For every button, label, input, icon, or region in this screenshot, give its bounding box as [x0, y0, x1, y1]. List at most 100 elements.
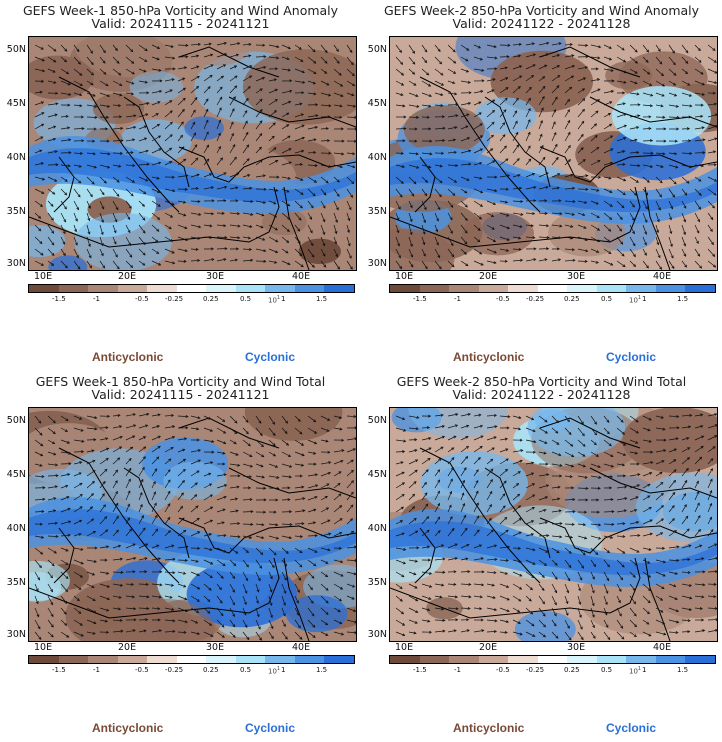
wind-vector-head — [133, 114, 137, 118]
wind-vector — [590, 571, 595, 580]
wind-vector-head — [592, 576, 595, 580]
wind-vector-head — [467, 412, 471, 416]
wind-vector-head — [403, 115, 407, 119]
wind-vector-head — [234, 420, 238, 424]
wind-vector — [242, 511, 253, 513]
wind-vector — [707, 413, 717, 417]
wind-vector — [486, 99, 495, 106]
wind-vector — [47, 260, 54, 266]
wind-vector — [255, 595, 259, 604]
wind-vector-head — [437, 502, 440, 506]
wind-vector — [86, 559, 97, 563]
wind-vector-head — [287, 486, 291, 490]
wind-vector — [34, 427, 43, 436]
wind-vector — [112, 200, 119, 210]
wind-vector-head — [502, 493, 506, 497]
wind-vector-head — [119, 83, 123, 86]
wind-vector-head — [533, 440, 537, 444]
wind-vector-head — [556, 54, 561, 57]
wind-vector — [525, 507, 535, 513]
wind-vector-head — [235, 53, 240, 57]
wind-vector-head — [428, 630, 433, 634]
wind-vector — [603, 135, 613, 142]
wind-vector — [47, 463, 58, 466]
wind-vector — [177, 619, 188, 623]
wind-vector — [151, 224, 160, 232]
wind-vector — [60, 427, 68, 432]
wind-vector-head — [518, 247, 522, 251]
wind-vector — [73, 506, 83, 513]
wind-vector-head — [451, 264, 455, 268]
wind-vector — [86, 427, 97, 430]
wind-vector-head — [245, 131, 249, 135]
wind-vector — [460, 113, 470, 118]
wind-vector — [307, 56, 317, 64]
wind-vector — [473, 200, 483, 207]
wind-vector-head — [689, 152, 693, 156]
wind-vector — [655, 493, 664, 501]
wind-vector-head — [247, 174, 251, 177]
wind-vector-head — [115, 469, 119, 473]
wind-vector — [655, 583, 665, 589]
wind-vector-head — [196, 65, 200, 69]
wind-vector — [486, 571, 496, 574]
wind-vector-head — [412, 71, 416, 75]
wind-vector — [99, 152, 110, 155]
wind-vector — [421, 248, 426, 257]
wind-vector-head — [402, 104, 406, 108]
wind-vector — [421, 482, 427, 489]
wind-vector — [473, 44, 481, 49]
wind-vector-head — [489, 490, 493, 494]
wind-vector-head — [541, 575, 545, 579]
wind-vector — [216, 172, 227, 178]
wind-vector-head — [218, 119, 222, 123]
wind-vector — [538, 186, 549, 190]
wind-vector-head — [557, 173, 561, 176]
wind-vector-head — [274, 227, 278, 231]
wind-vector-head — [604, 612, 608, 616]
wind-vector-head — [276, 475, 280, 479]
wind-vector — [603, 499, 614, 501]
wind-vector — [499, 158, 509, 166]
wind-vector-head — [258, 420, 262, 424]
wind-vector-head — [493, 544, 498, 548]
wind-vector-head — [608, 176, 612, 180]
wind-vector-head — [578, 601, 582, 606]
wind-vector — [125, 92, 134, 95]
wind-vector — [577, 607, 582, 618]
wind-vector-head — [480, 190, 484, 194]
wind-vector-head — [300, 264, 304, 268]
wind-vector-head — [435, 229, 439, 233]
wind-vector-head — [53, 550, 57, 554]
wind-vector — [229, 571, 235, 579]
wind-vector-head — [50, 203, 54, 207]
wind-vector-head — [101, 219, 104, 223]
wind-vector-head — [180, 505, 183, 509]
wind-vector — [307, 92, 316, 95]
wind-vector-head — [397, 206, 401, 210]
wind-vector-head — [116, 179, 120, 183]
wind-vector-head — [130, 582, 135, 586]
wind-vector — [346, 438, 356, 441]
wind-vector-head — [94, 416, 98, 420]
wind-vector-head — [54, 463, 59, 467]
wind-vector — [281, 56, 290, 60]
wind-vector — [434, 558, 445, 561]
wind-vector-head — [53, 80, 57, 84]
wind-vector-head — [159, 89, 163, 93]
wind-vector-head — [269, 602, 273, 607]
wind-vector-head — [263, 65, 267, 69]
wind-vector-head — [68, 462, 72, 466]
wind-vector-head — [184, 597, 188, 601]
colorbar-tick-label: 1.5 — [316, 666, 328, 674]
wind-vector-head — [582, 77, 587, 81]
wind-vector — [577, 631, 584, 640]
wind-vector-head — [592, 625, 595, 629]
wind-vector-head — [687, 630, 691, 634]
wind-vector-head — [503, 145, 507, 149]
wind-vector — [34, 607, 40, 617]
wind-vector-head — [633, 264, 637, 268]
wind-vector — [216, 427, 226, 434]
wind-vector — [99, 546, 109, 549]
wind-vector-head — [64, 48, 68, 52]
